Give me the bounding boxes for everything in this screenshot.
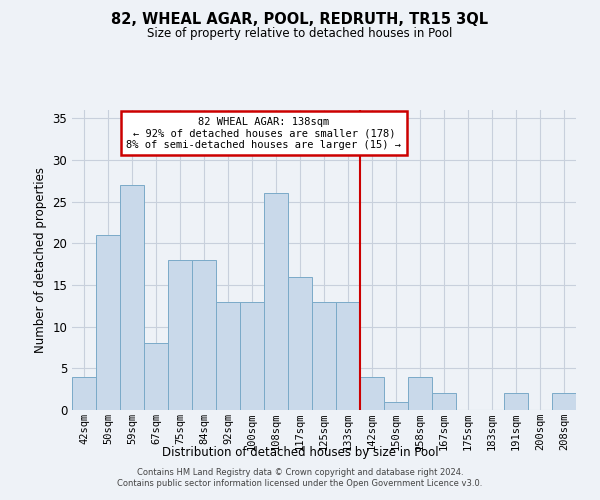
Bar [96,235,120,410]
Bar [552,394,576,410]
Text: 82 WHEAL AGAR: 138sqm
← 92% of detached houses are smaller (178)
8% of semi-deta: 82 WHEAL AGAR: 138sqm ← 92% of detached … [127,116,401,150]
Bar [72,376,96,410]
Bar [144,344,168,410]
Bar [216,302,240,410]
Bar [264,194,288,410]
Text: Distribution of detached houses by size in Pool: Distribution of detached houses by size … [161,446,439,459]
Bar [192,260,216,410]
Text: Contains HM Land Registry data © Crown copyright and database right 2024.
Contai: Contains HM Land Registry data © Crown c… [118,468,482,487]
Bar [384,402,408,410]
Bar [408,376,432,410]
Y-axis label: Number of detached properties: Number of detached properties [34,167,47,353]
Text: 82, WHEAL AGAR, POOL, REDRUTH, TR15 3QL: 82, WHEAL AGAR, POOL, REDRUTH, TR15 3QL [112,12,488,28]
Bar [240,302,264,410]
Bar [288,276,312,410]
Text: Size of property relative to detached houses in Pool: Size of property relative to detached ho… [148,28,452,40]
Bar [432,394,456,410]
Bar [312,302,336,410]
Bar [360,376,384,410]
Bar [504,394,528,410]
Bar [336,302,360,410]
Bar [168,260,192,410]
Bar [120,185,144,410]
